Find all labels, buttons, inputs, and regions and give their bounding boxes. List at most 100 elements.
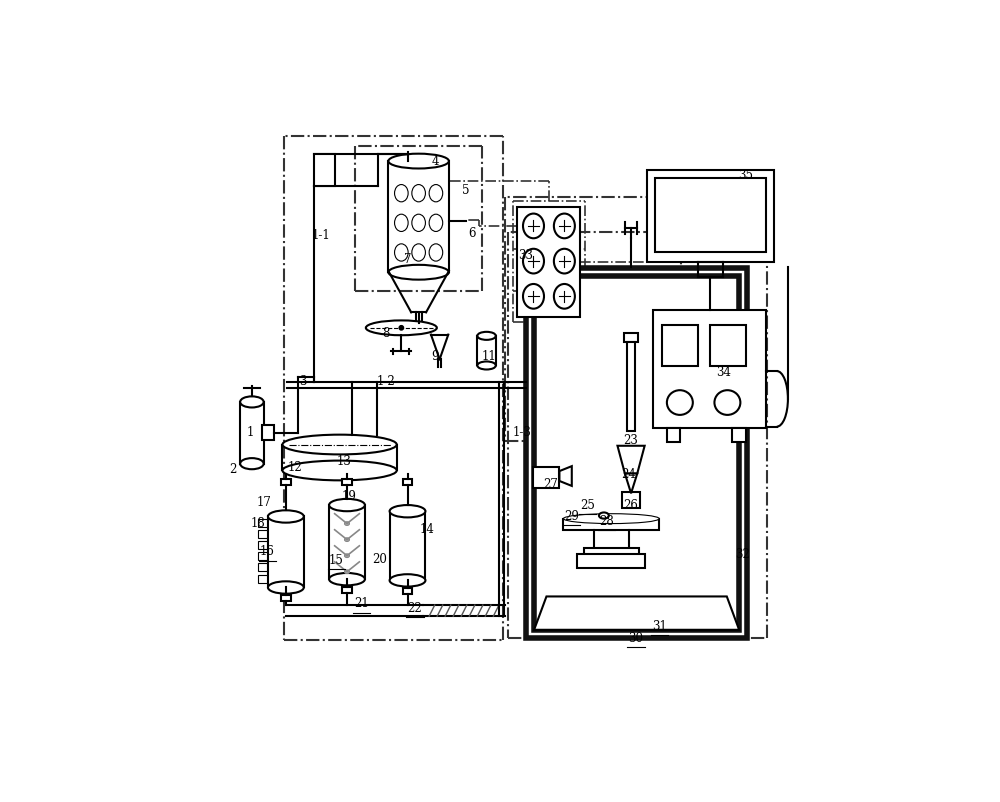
Bar <box>647 170 774 261</box>
Text: 12: 12 <box>288 461 303 475</box>
Ellipse shape <box>395 214 408 232</box>
Bar <box>258 530 267 538</box>
Ellipse shape <box>399 326 403 330</box>
Text: 1-3: 1-3 <box>512 427 531 439</box>
Bar <box>240 402 264 464</box>
Ellipse shape <box>554 284 575 309</box>
Bar <box>662 326 698 366</box>
Ellipse shape <box>523 249 544 273</box>
Bar <box>653 310 766 428</box>
Text: 13: 13 <box>337 456 352 468</box>
Bar <box>655 178 766 252</box>
Ellipse shape <box>240 458 264 469</box>
Polygon shape <box>625 473 637 493</box>
Text: 35: 35 <box>738 168 753 182</box>
Ellipse shape <box>268 581 304 593</box>
Bar <box>258 574 267 582</box>
Bar <box>258 553 267 561</box>
Bar <box>281 479 291 485</box>
Ellipse shape <box>563 514 659 524</box>
Ellipse shape <box>390 574 425 586</box>
Text: 31: 31 <box>652 620 667 633</box>
Ellipse shape <box>429 244 443 261</box>
Text: 23: 23 <box>624 435 639 448</box>
Ellipse shape <box>714 391 740 415</box>
Polygon shape <box>617 446 645 473</box>
Bar <box>388 161 449 272</box>
Bar <box>732 428 746 442</box>
Bar <box>622 492 640 508</box>
Ellipse shape <box>268 510 304 523</box>
Text: 28: 28 <box>599 515 614 528</box>
Bar <box>533 468 559 488</box>
Text: 29: 29 <box>564 509 579 523</box>
Text: 6: 6 <box>469 227 476 240</box>
Ellipse shape <box>282 460 397 480</box>
Bar <box>403 479 412 485</box>
Text: 33: 33 <box>519 249 534 262</box>
Text: 3: 3 <box>299 375 306 388</box>
Bar <box>710 326 746 366</box>
Text: 24: 24 <box>621 468 636 480</box>
Text: 25: 25 <box>580 499 595 512</box>
Text: 21: 21 <box>354 597 369 610</box>
Ellipse shape <box>523 213 544 238</box>
Bar <box>534 276 739 630</box>
Bar <box>667 428 680 442</box>
Text: 15: 15 <box>329 554 344 567</box>
Ellipse shape <box>329 499 365 511</box>
Ellipse shape <box>366 321 437 335</box>
Text: 7: 7 <box>404 253 411 266</box>
Ellipse shape <box>329 573 365 585</box>
Ellipse shape <box>388 154 449 168</box>
Bar <box>342 586 352 593</box>
Text: 11: 11 <box>482 350 496 363</box>
Text: 5: 5 <box>462 184 470 196</box>
Ellipse shape <box>345 538 349 541</box>
Ellipse shape <box>554 213 575 238</box>
Bar <box>258 519 267 527</box>
Ellipse shape <box>667 391 693 415</box>
Ellipse shape <box>395 184 408 202</box>
Bar <box>517 208 580 318</box>
Bar <box>390 511 425 581</box>
Bar <box>258 541 267 549</box>
Text: 1-2: 1-2 <box>377 375 395 388</box>
Bar <box>577 554 645 568</box>
Ellipse shape <box>345 522 349 525</box>
Ellipse shape <box>429 184 443 202</box>
Text: 8: 8 <box>382 327 390 341</box>
Bar <box>526 268 747 638</box>
Bar <box>268 516 304 588</box>
Ellipse shape <box>282 435 397 455</box>
Ellipse shape <box>345 570 349 573</box>
Ellipse shape <box>523 284 544 309</box>
Ellipse shape <box>477 332 496 340</box>
Ellipse shape <box>599 512 609 519</box>
Text: 4: 4 <box>432 155 439 168</box>
Text: 20: 20 <box>372 553 387 566</box>
Ellipse shape <box>388 265 449 280</box>
Ellipse shape <box>395 244 408 261</box>
Text: 17: 17 <box>257 496 272 509</box>
Ellipse shape <box>412 214 425 232</box>
Polygon shape <box>534 597 739 630</box>
Polygon shape <box>559 466 572 486</box>
Ellipse shape <box>390 505 425 517</box>
Text: 32: 32 <box>735 548 750 561</box>
Ellipse shape <box>240 396 264 407</box>
Text: 1-1: 1-1 <box>312 229 330 241</box>
Ellipse shape <box>477 362 496 370</box>
Bar <box>477 336 496 366</box>
Text: 19: 19 <box>341 490 356 503</box>
Text: 9: 9 <box>432 350 439 363</box>
Ellipse shape <box>429 214 443 232</box>
Bar <box>624 333 638 342</box>
Bar <box>403 588 412 594</box>
Ellipse shape <box>345 554 349 557</box>
Text: 2: 2 <box>230 464 237 476</box>
Bar <box>584 549 639 556</box>
Bar <box>342 479 352 485</box>
Bar <box>262 425 274 440</box>
Text: 16: 16 <box>260 545 275 558</box>
